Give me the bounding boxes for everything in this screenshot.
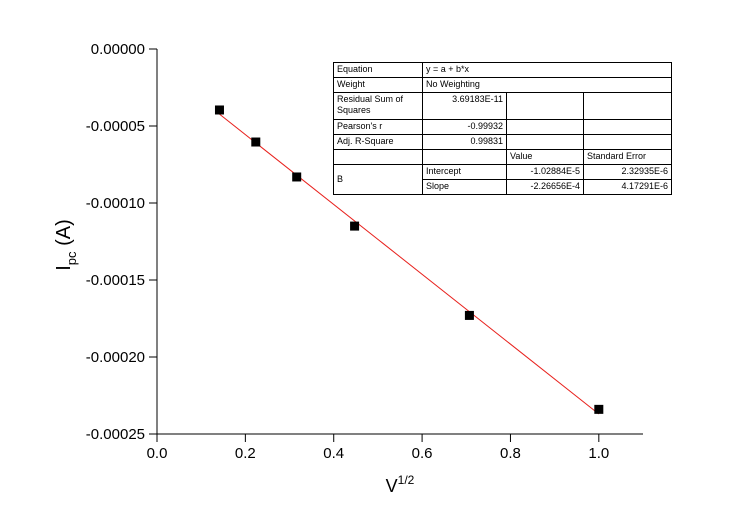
data-point: [350, 221, 360, 231]
cell: Slope: [422, 179, 507, 195]
cell: -0.99932: [422, 119, 507, 135]
x-tick-label: 0.6: [412, 445, 433, 462]
cell: [583, 134, 672, 150]
y-axis-label: Ipc (A): [53, 219, 79, 271]
y-label-main: I: [53, 265, 75, 271]
cell: Intercept: [422, 164, 507, 180]
cell: y = a + b*x: [422, 62, 672, 78]
data-point: [292, 172, 302, 182]
cell: [333, 149, 423, 165]
cell: -1.02884E-5: [506, 164, 584, 180]
cell: [422, 149, 507, 165]
y-tick-label: -0.00005: [86, 118, 145, 135]
cell: Weight: [333, 77, 423, 93]
y-tick-label: -0.00015: [86, 272, 145, 289]
data-point: [594, 404, 604, 414]
data-point: [464, 310, 474, 320]
fit-line: [219, 113, 600, 415]
y-tick-label: -0.00020: [86, 349, 145, 366]
cell: [506, 119, 584, 135]
x-tick-label: 0.8: [500, 445, 521, 462]
cell: 2.32935E-6: [583, 164, 672, 180]
cell: [506, 134, 584, 150]
data-point: [214, 105, 224, 115]
data-point: [251, 137, 261, 147]
cell: B: [333, 164, 423, 195]
fit-table: Equation y = a + b*x Weight No Weighting R…: [333, 62, 672, 195]
y-tick-label: -0.00010: [86, 195, 145, 212]
x-label-sup: 1/2: [398, 473, 415, 487]
cell: 0.99831: [422, 134, 507, 150]
cell: [506, 92, 584, 120]
x-tick-label: 0.0: [147, 445, 168, 462]
y-label-rest: (A): [53, 219, 75, 251]
cell: Pearson's r: [333, 119, 423, 135]
x-label-main: V: [386, 476, 398, 496]
x-tick-label: 1.0: [588, 445, 609, 462]
y-tick-label: 0.00000: [91, 41, 145, 58]
x-axis-label: V1/2: [386, 473, 415, 496]
cell: Standard Error: [583, 149, 672, 165]
cell: Value: [506, 149, 584, 165]
y-label-sub: pc: [64, 251, 79, 265]
x-tick-label: 0.4: [323, 445, 344, 462]
cell: No Weighting: [422, 77, 672, 93]
cell: 4.17291E-6: [583, 179, 672, 195]
cell: [583, 92, 672, 120]
cell: Residual Sum of Squares: [333, 92, 423, 120]
cell: 3.69183E-11: [422, 92, 507, 120]
y-tick-label: -0.00025: [86, 426, 145, 443]
cell: -2.26656E-4: [506, 179, 584, 195]
cell: Adj. R-Square: [333, 134, 423, 150]
cell: Equation: [333, 62, 423, 78]
cell: [583, 119, 672, 135]
x-tick-label: 0.2: [235, 445, 256, 462]
